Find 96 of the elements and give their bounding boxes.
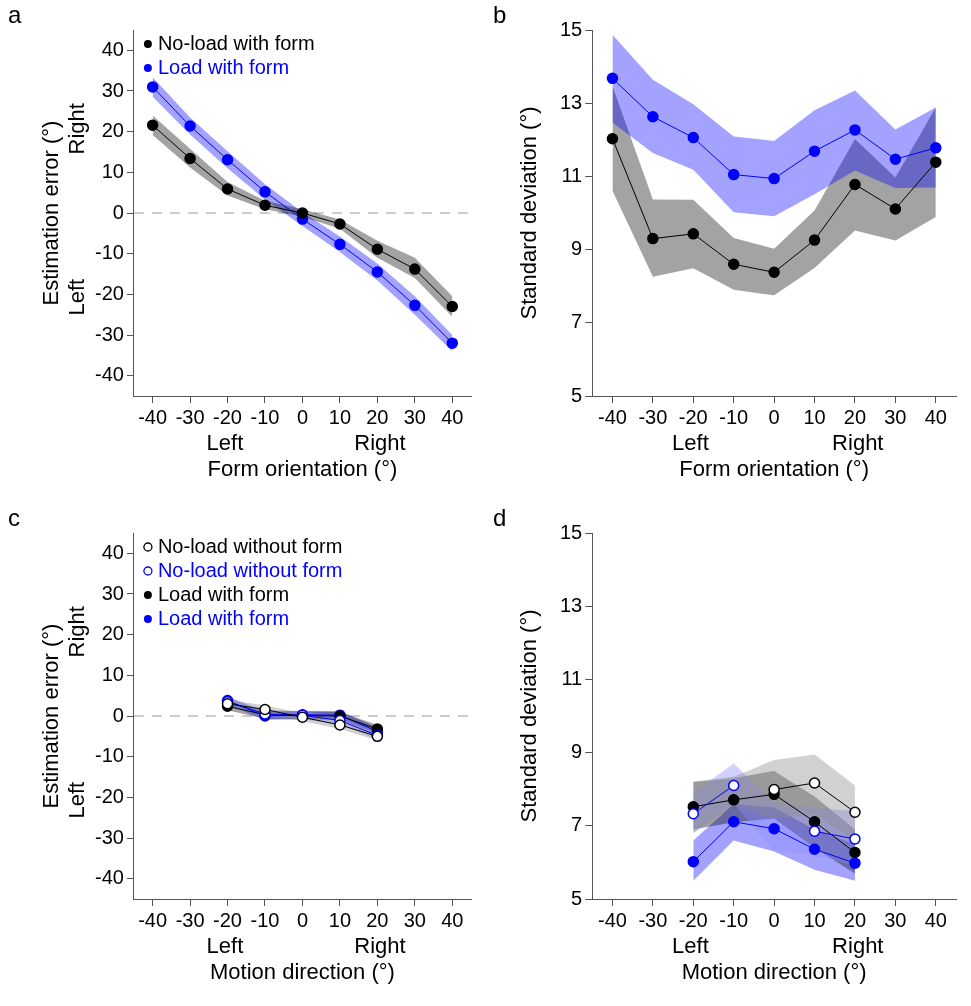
y-tick-label: 5 <box>571 383 583 406</box>
y-tick-label: 20 <box>101 622 124 645</box>
x-tick-label: 0 <box>296 405 309 428</box>
y-tick-label: 10 <box>101 159 124 182</box>
y-tick-label: 15 <box>560 17 583 40</box>
text: Right <box>354 430 406 456</box>
text: Right <box>63 103 89 155</box>
x-tick-label: 10 <box>803 908 826 931</box>
x-tick-label: 40 <box>441 405 464 428</box>
y-tick-label: 9 <box>571 237 583 260</box>
legend-label: No-load with form <box>157 31 315 54</box>
text: Left <box>672 430 709 456</box>
y-tick-label: -10 <box>95 241 124 264</box>
y-tick-label: 9 <box>571 740 583 763</box>
x-tick-label: 10 <box>803 405 826 428</box>
x-tick-label: -20 <box>213 405 242 428</box>
y-tick-label: 5 <box>571 886 583 909</box>
y-tick-label: -40 <box>95 866 124 889</box>
x-tick-label: 40 <box>924 908 947 931</box>
y-tick-label: 30 <box>101 581 124 604</box>
x-tick-label: 40 <box>441 908 464 931</box>
x-axis-title: Motion direction (°) <box>681 959 867 985</box>
x-tick-label: -20 <box>678 908 708 931</box>
chart-title: d <box>493 503 507 531</box>
x-axis-title: Motion direction (°) <box>210 959 395 985</box>
x-tick-label: 10 <box>328 908 352 931</box>
y-tick-label: -30 <box>95 322 124 345</box>
text: Right <box>832 933 884 959</box>
x-tick-label: 20 <box>366 908 389 931</box>
y-tick-label: -10 <box>95 744 124 767</box>
text: Left <box>63 781 89 819</box>
x-tick-label: -40 <box>138 908 168 931</box>
text: Right <box>832 430 884 456</box>
x-tick-label: -30 <box>175 908 205 931</box>
y-tick-label: 7 <box>571 813 583 836</box>
text: Left <box>672 933 709 959</box>
legend-label: No-load without form <box>157 558 343 581</box>
y-axis-title: Estimation error (°) <box>37 120 63 306</box>
y-tick-label: 40 <box>101 37 124 60</box>
y-tick-label: -20 <box>95 281 124 304</box>
text: Left <box>206 933 244 959</box>
y-tick-label: 11 <box>561 666 583 689</box>
y-axis-title: Standard deviation (°) <box>516 609 542 823</box>
x-tick-label: 20 <box>843 908 867 931</box>
y-axis-title: Estimation error (°) <box>37 623 63 809</box>
x-tick-label: 30 <box>403 405 426 428</box>
text: Right <box>63 606 89 658</box>
text: Right <box>354 933 406 959</box>
x-tick-label: 30 <box>884 405 907 428</box>
x-tick-label: -10 <box>250 405 280 428</box>
x-tick-label: -10 <box>250 908 280 931</box>
chart-title: b <box>493 0 507 28</box>
y-tick-label: 0 <box>112 703 124 726</box>
y-tick-label: 0 <box>112 200 124 223</box>
x-tick-label: 10 <box>328 405 352 428</box>
y-tick-label: 11 <box>561 163 583 186</box>
chart-title: c <box>8 503 20 531</box>
x-tick-label: 0 <box>296 908 309 931</box>
x-axis-title: Form orientation (°) <box>679 456 869 482</box>
y-tick-label: 15 <box>560 520 583 543</box>
text: Left <box>63 278 89 316</box>
legend-label: No-load without form <box>157 534 343 557</box>
x-tick-label: -30 <box>638 405 668 428</box>
x-tick-label: 20 <box>366 405 389 428</box>
x-tick-label: -20 <box>213 908 242 931</box>
y-tick-label: -30 <box>95 825 124 848</box>
x-tick-label: 30 <box>403 908 426 931</box>
y-tick-label: 10 <box>101 662 124 685</box>
x-tick-label: 40 <box>924 405 947 428</box>
x-tick-label: -40 <box>138 405 168 428</box>
legend-label: Load with form <box>157 606 290 629</box>
legend-label: Load with form <box>157 582 290 605</box>
x-tick-label: -40 <box>598 405 627 428</box>
y-tick-label: 13 <box>560 593 583 616</box>
x-tick-label: -10 <box>719 908 749 931</box>
y-axis-title: Standard deviation (°) <box>516 106 542 320</box>
x-tick-label: -30 <box>638 908 668 931</box>
x-tick-label: 0 <box>768 908 780 931</box>
x-tick-label: -20 <box>678 405 708 428</box>
y-tick-label: 40 <box>101 540 124 563</box>
x-tick-label: -30 <box>175 405 205 428</box>
text: Left <box>206 430 244 456</box>
y-tick-label: 7 <box>571 310 583 333</box>
y-tick-label: 20 <box>101 119 124 142</box>
x-tick-label: -40 <box>598 908 627 931</box>
x-tick-label: 0 <box>768 405 780 428</box>
legend-label: Load with form <box>157 55 290 78</box>
y-tick-label: -40 <box>95 363 124 386</box>
x-axis-title: Form orientation (°) <box>207 456 398 482</box>
y-tick-label: -20 <box>95 784 124 807</box>
y-tick-label: 13 <box>560 90 583 113</box>
x-tick-label: -10 <box>719 405 749 428</box>
chart-title: a <box>8 0 22 28</box>
x-tick-label: 30 <box>884 908 907 931</box>
x-tick-label: 20 <box>843 405 867 428</box>
y-tick-label: 30 <box>101 78 124 101</box>
